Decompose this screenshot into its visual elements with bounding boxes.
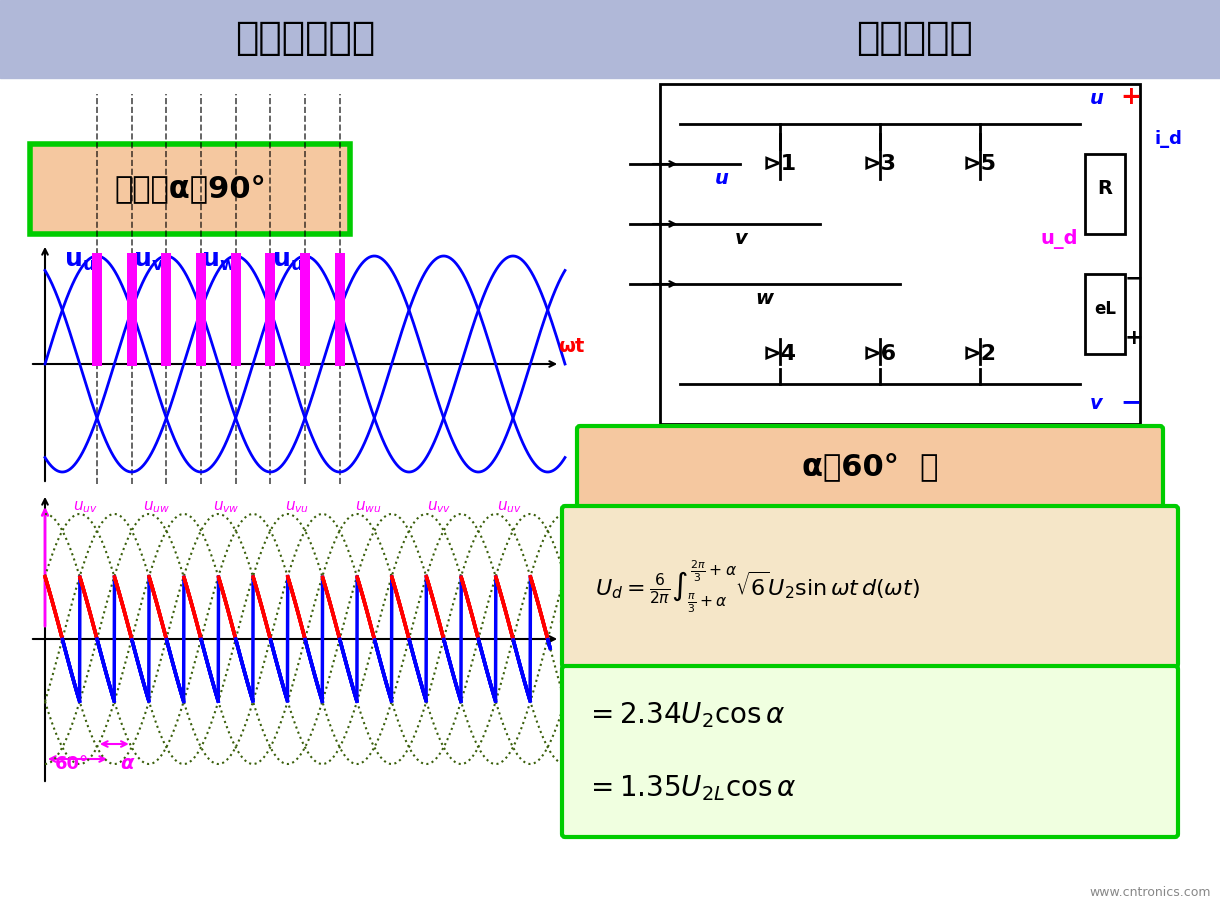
Text: u: u [1089, 89, 1104, 108]
Bar [660, 84, 1139, 424]
Text: $u_{vv}$: $u_{vv}$ [427, 499, 451, 515]
Text: 60°: 60° [55, 755, 89, 773]
Bar [265, 253, 276, 366]
FancyBboxPatch shape [562, 506, 1179, 667]
Text: ⊳3: ⊳3 [863, 154, 897, 174]
Text: ⊳4: ⊳4 [762, 344, 797, 364]
Bar [196, 253, 206, 366]
Bar [231, 253, 240, 366]
Text: $\mathbf{u}_\mathbf{v}$: $\mathbf{u}_\mathbf{v}$ [133, 249, 165, 273]
Text: www.cntronics.com: www.cntronics.com [1089, 886, 1210, 899]
Text: ⊳5: ⊳5 [963, 154, 997, 174]
Text: $U_d = \frac{6}{2\pi}\int_{\frac{\pi}{3}+\alpha}^{\frac{2\pi}{3}+\alpha}\sqrt{6}: $U_d = \frac{6}{2\pi}\int_{\frac{\pi}{3}… [595, 559, 920, 615]
Text: u_d: u_d [1039, 229, 1077, 249]
Text: ⊳6: ⊳6 [863, 344, 897, 364]
Text: $\mathbf{u}_\mathbf{w}$: $\mathbf{u}_\mathbf{w}$ [200, 249, 237, 273]
Text: v: v [1089, 394, 1103, 413]
Text: $= 1.35U_{2L}\cos\alpha$: $= 1.35U_{2L}\cos\alpha$ [586, 773, 797, 802]
Bar [0, 0, 1220, 78]
Text: ⊳2: ⊳2 [963, 344, 997, 364]
FancyBboxPatch shape [577, 426, 1163, 507]
FancyBboxPatch shape [562, 666, 1179, 837]
Text: $\mathbf{u}_\mathbf{u}$: $\mathbf{u}_\mathbf{u}$ [272, 249, 304, 273]
Text: +: + [1120, 85, 1141, 109]
Text: $u_{vu}$: $u_{vu}$ [285, 499, 310, 515]
Text: $u_{uv}$: $u_{uv}$ [498, 499, 522, 515]
Text: α＞60°  时: α＞60° 时 [802, 452, 938, 481]
Text: −: − [1120, 390, 1141, 414]
Text: $\mathbf{u}_\mathbf{u}$: $\mathbf{u}_\mathbf{u}$ [65, 249, 95, 273]
Text: $u_{vw}$: $u_{vw}$ [214, 499, 240, 515]
Text: v: v [734, 229, 748, 248]
Bar [334, 253, 345, 366]
Bar [300, 253, 310, 366]
Text: $u_{uv}$: $u_{uv}$ [73, 499, 98, 515]
Text: α: α [120, 754, 133, 773]
Text: 控制角α＝90°: 控制角α＝90° [115, 175, 266, 204]
Bar [30, 144, 350, 234]
Text: eL: eL [1094, 300, 1116, 318]
Text: −: − [1125, 268, 1143, 288]
Text: i_d: i_d [1155, 130, 1183, 148]
Text: $u_{uw}$: $u_{uw}$ [143, 499, 170, 515]
Text: 三相桥式全控: 三相桥式全控 [235, 19, 375, 57]
Text: +: + [1125, 328, 1143, 348]
Text: 电感性负载: 电感性负载 [856, 19, 974, 57]
Text: R: R [1098, 179, 1113, 198]
Text: $u_{wu}$: $u_{wu}$ [355, 499, 382, 515]
Text: $= 2.34U_2\cos\alpha$: $= 2.34U_2\cos\alpha$ [586, 700, 786, 730]
Text: ωt: ωt [558, 337, 584, 356]
Text: ω: ω [558, 612, 575, 631]
Bar [127, 253, 137, 366]
Bar [1085, 274, 1125, 354]
Bar [92, 253, 102, 366]
Text: ⊳1: ⊳1 [762, 154, 797, 174]
Bar [1085, 154, 1125, 234]
Text: w: w [755, 289, 773, 308]
Text: u: u [715, 169, 728, 188]
Bar [161, 253, 171, 366]
